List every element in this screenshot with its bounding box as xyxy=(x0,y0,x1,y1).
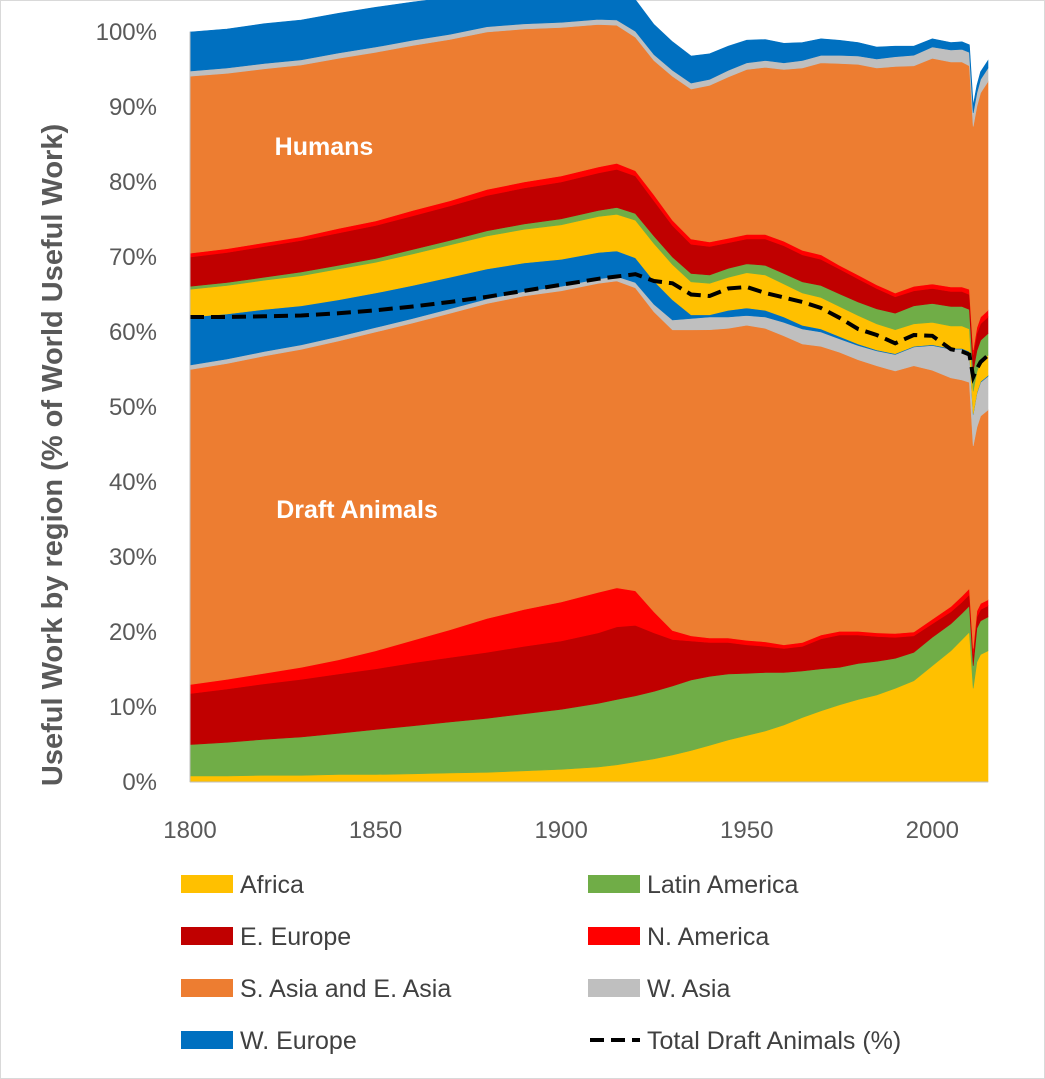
legend-label-w-asia: W. Asia xyxy=(647,975,730,1003)
x-tick-label: 1900 xyxy=(534,817,587,844)
legend-swatch-s-asia-and-e-asia xyxy=(181,979,233,997)
y-tick-label: 80% xyxy=(109,169,157,196)
annotation-humans: Humans xyxy=(275,133,374,161)
plot-area: 0% 10% 20% 30% 40% 50% 60% 70% 80% 90% 100% 1800 185… xyxy=(96,0,990,844)
x-tick-label: 1800 xyxy=(163,817,216,844)
legend-label-s-asia-and-e-asia: S. Asia and E. Asia xyxy=(240,975,451,1003)
legend-label-w-europe: W. Europe xyxy=(240,1027,357,1055)
x-tick-label: 2000 xyxy=(906,817,959,844)
x-tick-label: 1850 xyxy=(349,817,402,844)
y-tick-label: 0% xyxy=(122,769,157,796)
legend-label-e-europe: E. Europe xyxy=(240,923,351,951)
legend-swatch-w-europe xyxy=(181,1031,233,1049)
y-axis-label: Useful Work by region (% of World Useful… xyxy=(37,124,69,786)
legend-label-latin-america: Latin America xyxy=(647,871,799,899)
legend-label-total-draft-animals: Total Draft Animals (%) xyxy=(647,1027,901,1055)
legend-label-n-america: N. America xyxy=(647,923,769,951)
legend-swatch-africa xyxy=(181,875,233,893)
y-tick-label: 100% xyxy=(96,19,157,46)
y-tick-label: 50% xyxy=(109,394,157,421)
y-tick-label: 60% xyxy=(109,319,157,346)
legend-swatch-w-asia xyxy=(588,979,640,997)
legend-label-africa: Africa xyxy=(240,871,304,899)
y-tick-label: 30% xyxy=(109,544,157,571)
annotation-draft-animals: Draft Animals xyxy=(276,496,438,524)
legend-swatch-e-europe xyxy=(181,927,233,945)
x-tick-label: 1950 xyxy=(720,817,773,844)
area-humans-w-europe xyxy=(189,0,989,114)
total-draft-animals-line xyxy=(190,272,990,384)
y-tick-label: 70% xyxy=(109,244,157,271)
legend-swatch-n-america xyxy=(588,927,640,945)
legend: Africa Latin America E. Europe N. America S.… xyxy=(181,871,901,1055)
annotation-layer: Humans Draft Animals xyxy=(275,133,438,524)
legend-swatch-latin-america xyxy=(588,875,640,893)
y-tick-label: 90% xyxy=(109,94,157,121)
y-tick-label: 40% xyxy=(109,469,157,496)
y-tick-label: 20% xyxy=(109,619,157,646)
y-tick-label: 10% xyxy=(109,694,157,721)
